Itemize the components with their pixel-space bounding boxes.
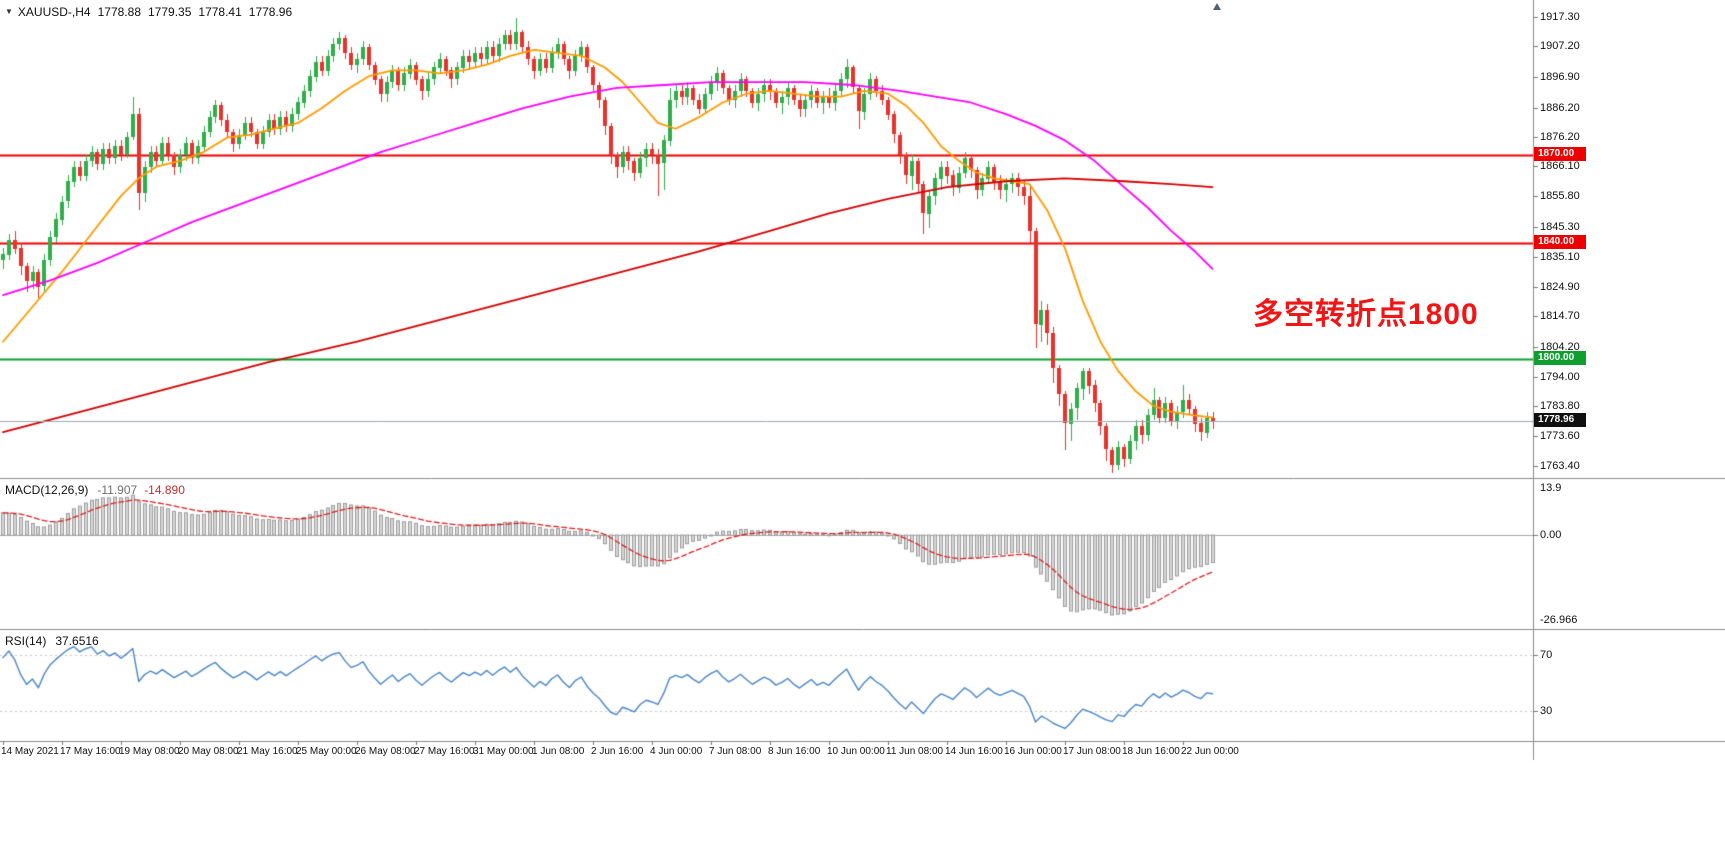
price-tick-label: 1804.20 xyxy=(1540,340,1580,353)
time-tick-label: 21 May 16:00 xyxy=(237,746,298,757)
time-tick-label: 1 Jun 08:00 xyxy=(532,746,585,757)
macd-panel-title: MACD(12,26,9) -11.907 -14.890 xyxy=(5,483,185,497)
time-tick-label: 2 Jun 16:00 xyxy=(591,746,644,757)
time-tick-label: 10 Jun 00:00 xyxy=(827,746,885,757)
ohlc-low-value: 1778.41 xyxy=(198,5,242,19)
price-tick-label: 1907.20 xyxy=(1540,40,1580,53)
rsi-value: 37.6516 xyxy=(55,634,99,648)
price-tick-label: 1845.30 xyxy=(1540,221,1580,234)
price-level-tag: 1800.00 xyxy=(1534,351,1586,366)
annotation-text: 多空转折点1800 xyxy=(1253,298,1479,331)
time-tick-label: 7 Jun 08:00 xyxy=(709,746,762,757)
chart-shift-marker-icon[interactable] xyxy=(1213,3,1221,10)
price-tick-label: 1824.90 xyxy=(1540,280,1580,293)
time-tick-label: 14 May 2021 xyxy=(1,746,59,757)
price-level-tag: 1870.00 xyxy=(1534,146,1586,161)
price-tick-label: 1896.90 xyxy=(1540,70,1580,83)
ohlc-close-value: 1778.96 xyxy=(248,5,293,19)
time-tick-label: 27 May 16:00 xyxy=(414,746,475,757)
rsi-panel-title: RSI(14) 37.6516 xyxy=(5,634,99,648)
symbol-info-bar: ▼ XAUUSD-,H4 1778.88 1779.35 1778.41 1778.96 xyxy=(5,5,292,19)
time-tick-label: 26 May 08:00 xyxy=(355,746,416,757)
time-tick-label: 22 Jun 00:00 xyxy=(1181,746,1239,757)
time-tick-label: 8 Jun 16:00 xyxy=(768,746,821,757)
symbol-period-label: XAUUSD-,H4 xyxy=(17,5,91,19)
rsi-level-label: 30 xyxy=(1540,704,1553,717)
time-tick-label: 25 May 00:00 xyxy=(296,746,357,757)
price-tick-label: 1866.10 xyxy=(1540,160,1580,173)
price-tick-label: 1886.20 xyxy=(1540,101,1580,114)
time-tick-label: 18 Jun 16:00 xyxy=(1122,746,1180,757)
price-tick-label: 1814.70 xyxy=(1540,310,1580,323)
price-tick-label: 1917.30 xyxy=(1540,11,1580,23)
time-tick-label: 17 Jun 08:00 xyxy=(1063,746,1121,757)
price-tick-label: 1855.80 xyxy=(1540,190,1580,203)
price-tick-label: 1876.20 xyxy=(1540,130,1580,143)
bid-price-tag: 1778.96 xyxy=(1534,412,1586,427)
macd-indicator-label: MACD(12,26,9) xyxy=(5,483,89,497)
macd-signal-value: -14.890 xyxy=(144,483,185,497)
time-tick-label: 31 May 00:00 xyxy=(473,746,534,757)
symbol-dropdown-icon[interactable]: ▼ xyxy=(5,7,13,16)
macd-main-value: -11.907 xyxy=(97,483,138,497)
price-tick-label: 1794.00 xyxy=(1540,370,1580,383)
time-tick-label: 14 Jun 16:00 xyxy=(945,746,1003,757)
price-tick-label: 1835.10 xyxy=(1540,250,1580,263)
time-tick-label: 19 May 08:00 xyxy=(119,746,180,757)
ohlc-open-value: 1778.88 xyxy=(97,5,141,19)
price-tick-label: 1763.40 xyxy=(1540,460,1580,472)
time-tick-label: 20 May 08:00 xyxy=(178,746,239,757)
time-tick-label: 11 Jun 08:00 xyxy=(886,746,944,757)
ohlc-high-value: 1779.35 xyxy=(148,5,192,19)
time-tick-label: 17 May 16:00 xyxy=(60,746,121,757)
rsi-indicator-label: RSI(14) xyxy=(5,634,47,648)
macd-scale-zero-label: 0.00 xyxy=(1540,529,1562,541)
price-level-tag: 1840.00 xyxy=(1534,234,1586,249)
price-tick-label: 1783.80 xyxy=(1540,400,1580,413)
time-tick-label: 4 Jun 00:00 xyxy=(650,746,703,757)
rsi-level-label: 70 xyxy=(1540,649,1553,662)
time-tick-label: 16 Jun 00:00 xyxy=(1004,746,1062,757)
macd-scale-top-label: 13.9 xyxy=(1540,482,1562,494)
price-tick-label: 1773.60 xyxy=(1540,430,1580,443)
macd-scale-bottom-label: -26.966 xyxy=(1540,614,1578,626)
